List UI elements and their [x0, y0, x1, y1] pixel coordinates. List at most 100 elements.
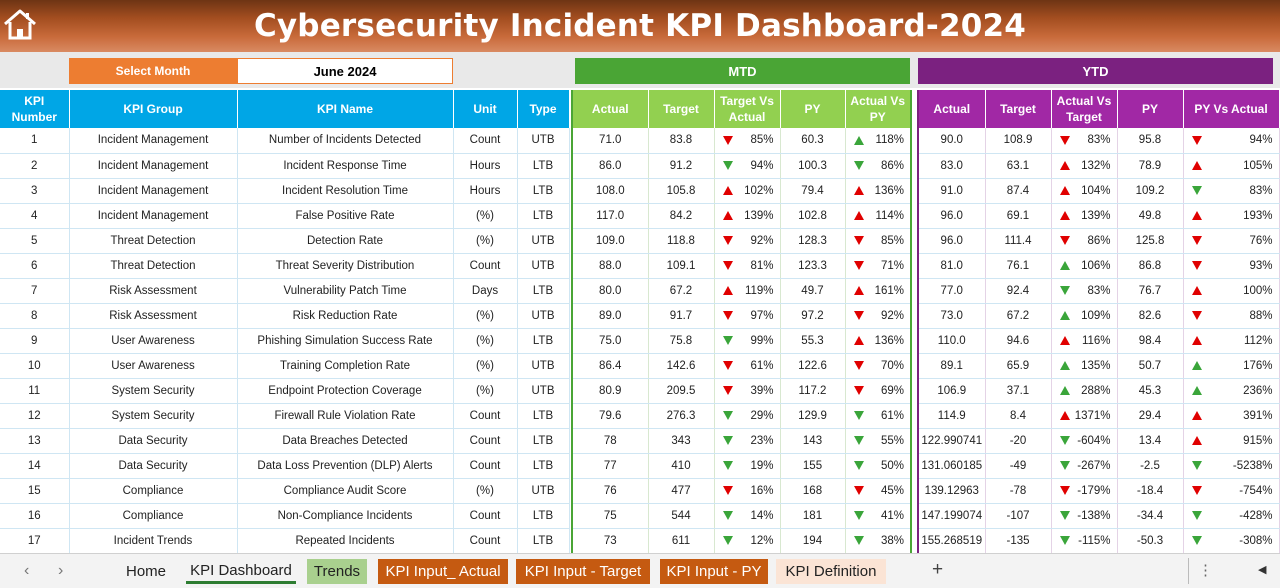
kpi-row: 9 User Awareness Phishing Simulation Succe…: [0, 328, 570, 354]
kpi-row: 16 Compliance Non-Compliance Incidents Coun…: [0, 503, 570, 529]
mtd-actual-vs-py: 136%: [845, 328, 912, 354]
col-ytd-py: PY: [1117, 90, 1184, 128]
mtd-actual-vs-py: 118%: [845, 128, 912, 154]
mtd-actual-vs-py-value: 161%: [874, 284, 904, 297]
triangle-down-icon: [853, 161, 864, 170]
kpi-group: Incident Management: [69, 153, 238, 179]
ytd-actual: 91.0: [918, 178, 986, 204]
triangle-up-icon: [1059, 186, 1070, 195]
mtd-py: 129.9: [780, 403, 846, 429]
kpi-unit: (%): [453, 228, 518, 254]
triangle-up-icon: [1059, 411, 1070, 420]
mtd-target-vs-actual: 139%: [714, 203, 781, 229]
tab-kpi-input-py[interactable]: KPI Input - PY: [660, 559, 768, 584]
tab-kpi-input-actual[interactable]: KPI Input_ Actual: [378, 559, 508, 584]
mtd-actual-vs-py: 70%: [845, 353, 912, 379]
kpi-name: Non-Compliance Incidents: [237, 503, 454, 529]
mtd-row: 79.6 276.3 29% 129.9 61%: [572, 403, 912, 429]
mtd-target-vs-actual-value: 12%: [750, 534, 774, 547]
mtd-py: 55.3: [780, 328, 846, 354]
chevron-right-icon[interactable]: ›: [58, 562, 64, 579]
mtd-actual-vs-py-value: 118%: [875, 134, 904, 147]
ytd-row: 114.9 8.4 1371% 29.4 391%: [918, 403, 1280, 429]
ytd-py: 95.8: [1117, 128, 1184, 154]
kpi-group: Risk Assessment: [69, 278, 238, 304]
kpi-group: Incident Management: [69, 128, 238, 154]
triangle-down-icon: [722, 511, 733, 520]
ytd-py: -34.4: [1117, 503, 1184, 529]
mtd-target-vs-actual-value: 81%: [750, 259, 774, 272]
ytd-target: 65.9: [985, 353, 1052, 379]
mtd-actual: 86.4: [572, 353, 649, 379]
mtd-target-vs-actual: 92%: [714, 228, 781, 254]
kpi-number: 2: [0, 153, 70, 179]
tab-trends[interactable]: Trends: [307, 559, 367, 584]
ytd-actual-vs-target-value: 135%: [1081, 359, 1111, 372]
month-selector[interactable]: June 2024: [237, 58, 453, 84]
mtd-actual-vs-py-wrap: 118%: [846, 134, 911, 146]
mtd-table: Actual Target Target Vs Actual PY Actual…: [571, 90, 912, 554]
ytd-actual-vs-target-wrap: -115%: [1052, 535, 1117, 547]
ytd-py-vs-actual: 83%: [1183, 178, 1280, 204]
mtd-actual: 88.0: [572, 253, 649, 279]
mtd-actual-vs-py-wrap: 161%: [846, 285, 911, 297]
mtd-target-vs-actual-value: 16%: [750, 484, 774, 497]
ytd-target: 67.2: [985, 303, 1052, 329]
ytd-row: 90.0 108.9 83% 95.8 94%: [918, 128, 1280, 154]
ytd-target: -135: [985, 528, 1052, 554]
kpi-unit: Count: [453, 253, 518, 279]
ytd-target: -20: [985, 428, 1052, 454]
triangle-down-icon: [853, 461, 864, 470]
ytd-actual: 106.9: [918, 378, 986, 404]
mtd-target-vs-actual-value: 29%: [750, 409, 774, 422]
triangle-up-icon: [853, 135, 864, 145]
mtd-actual-vs-py: 41%: [845, 503, 912, 529]
mtd-target-vs-actual-wrap: 14%: [715, 510, 780, 522]
triangle-down-icon: [853, 386, 864, 395]
mtd-target: 91.7: [648, 303, 715, 329]
triangle-down-icon: [1059, 236, 1070, 245]
ytd-target: 92.4: [985, 278, 1052, 304]
col-ytd-py-vs-actual: PY Vs Actual: [1183, 90, 1280, 128]
kpi-type: LTB: [517, 278, 570, 304]
ytd-actual-vs-target-wrap: -138%: [1052, 510, 1117, 522]
triangle-up-icon: [1191, 336, 1202, 345]
kpi-group: Threat Detection: [69, 228, 238, 254]
mtd-actual: 80.9: [572, 378, 649, 404]
ytd-row: 83.0 63.1 132% 78.9 105%: [918, 153, 1280, 179]
ytd-actual-vs-target: 288%: [1051, 378, 1118, 404]
tab-kpi-dashboard[interactable]: KPI Dashboard: [186, 559, 296, 584]
ytd-row: 77.0 92.4 83% 76.7 100%: [918, 278, 1280, 304]
mtd-target-vs-actual: 14%: [714, 503, 781, 529]
tab-kpi-input-target[interactable]: KPI Input - Target: [516, 559, 650, 584]
chevron-left-icon[interactable]: ‹: [24, 562, 30, 579]
col-ytd-target: Target: [985, 90, 1052, 128]
scroll-left-icon[interactable]: ◀: [1258, 564, 1267, 576]
triangle-down-icon: [1059, 135, 1070, 145]
mtd-target-vs-actual-wrap: 19%: [715, 460, 780, 472]
plus-icon[interactable]: +: [932, 559, 944, 580]
more-options-icon[interactable]: ⋮: [1198, 562, 1213, 579]
mtd-actual-vs-py: 50%: [845, 453, 912, 479]
mtd-actual-vs-py-value: 85%: [880, 234, 904, 247]
ytd-actual-vs-target-value: 288%: [1081, 384, 1111, 397]
triangle-up-icon: [722, 186, 733, 195]
kpi-row: 8 Risk Assessment Risk Reduction Rate (%) UT…: [0, 303, 570, 329]
ytd-actual-vs-target-wrap: 132%: [1052, 160, 1117, 172]
triangle-up-icon: [1191, 161, 1202, 170]
triangle-up-icon: [1059, 386, 1070, 395]
tab-home[interactable]: Home: [125, 563, 166, 580]
kpi-unit: (%): [453, 203, 518, 229]
triangle-down-icon: [853, 311, 864, 320]
mtd-actual: 78: [572, 428, 649, 454]
kpi-group: Compliance: [69, 478, 238, 504]
triangle-down-icon: [1191, 186, 1202, 195]
triangle-down-icon: [1191, 135, 1202, 145]
kpi-group: Incident Management: [69, 178, 238, 204]
ytd-py: 125.8: [1117, 228, 1184, 254]
tab-kpi-definition[interactable]: KPI Definition: [776, 559, 886, 584]
ytd-row: 73.0 67.2 109% 82.6 88%: [918, 303, 1280, 329]
mtd-actual-vs-py-wrap: 69%: [846, 385, 911, 397]
home-icon[interactable]: [2, 6, 38, 42]
ytd-py: -2.5: [1117, 453, 1184, 479]
